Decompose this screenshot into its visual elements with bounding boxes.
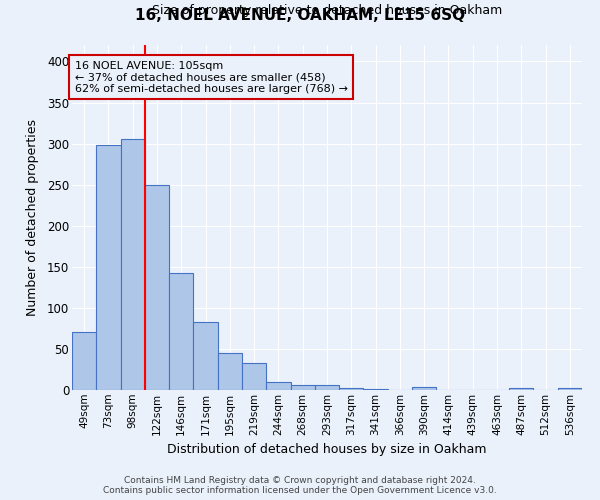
Bar xyxy=(339,388,364,390)
Bar xyxy=(121,140,145,390)
Bar xyxy=(412,386,436,390)
Bar xyxy=(169,272,193,390)
Text: Contains HM Land Registry data © Crown copyright and database right 2024.
Contai: Contains HM Land Registry data © Crown c… xyxy=(103,476,497,495)
Bar xyxy=(315,385,339,390)
Bar xyxy=(242,363,266,390)
Bar xyxy=(266,382,290,390)
Title: Size of property relative to detached houses in Oakham: Size of property relative to detached ho… xyxy=(152,4,502,18)
Text: 16 NOEL AVENUE: 105sqm
← 37% of detached houses are smaller (458)
62% of semi-de: 16 NOEL AVENUE: 105sqm ← 37% of detached… xyxy=(74,60,347,94)
Bar xyxy=(145,184,169,390)
X-axis label: Distribution of detached houses by size in Oakham: Distribution of detached houses by size … xyxy=(167,443,487,456)
Bar xyxy=(509,388,533,390)
Bar xyxy=(193,322,218,390)
Bar xyxy=(364,389,388,390)
Bar xyxy=(72,332,96,390)
Bar xyxy=(290,385,315,390)
Bar xyxy=(218,353,242,390)
Y-axis label: Number of detached properties: Number of detached properties xyxy=(26,119,38,316)
Bar xyxy=(96,145,121,390)
Text: 16, NOEL AVENUE, OAKHAM, LE15 6SQ: 16, NOEL AVENUE, OAKHAM, LE15 6SQ xyxy=(135,8,465,22)
Bar xyxy=(558,388,582,390)
